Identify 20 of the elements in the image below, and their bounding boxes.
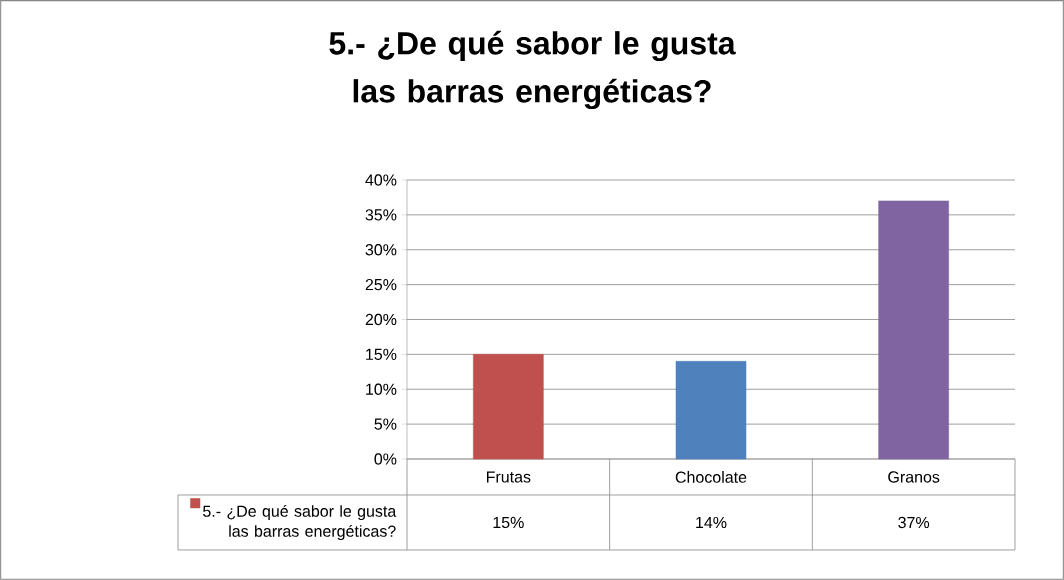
- x-tick-label: Granos: [888, 471, 940, 483]
- legend-label: 5.- ¿De qué sabor le gusta las barras energéticas?: [203, 504, 397, 541]
- data-label: 15%: [493, 516, 524, 529]
- data-label: 37%: [898, 516, 930, 529]
- y-tick-label: 15%: [366, 348, 397, 360]
- x-tick-label: Frutas: [486, 471, 531, 483]
- data-label: 14%: [696, 516, 727, 529]
- bar: [473, 354, 544, 460]
- bar: [675, 361, 747, 460]
- y-tick-label: 40%: [365, 174, 397, 186]
- y-tick-label: 5%: [374, 418, 397, 430]
- x-tick-label: Chocolate: [675, 471, 747, 483]
- y-tick-label: 35%: [365, 209, 397, 221]
- bar: [878, 200, 949, 460]
- y-tick-label: 20%: [365, 313, 397, 326]
- y-tick-label: 10%: [366, 383, 397, 395]
- y-tick-label: 30%: [365, 244, 397, 256]
- chart-title: 5.- ¿De qué sabor le gusta las barras energéticas?: [329, 30, 736, 110]
- y-tick-label: 0%: [374, 453, 397, 465]
- y-tick-label: 25%: [365, 278, 397, 291]
